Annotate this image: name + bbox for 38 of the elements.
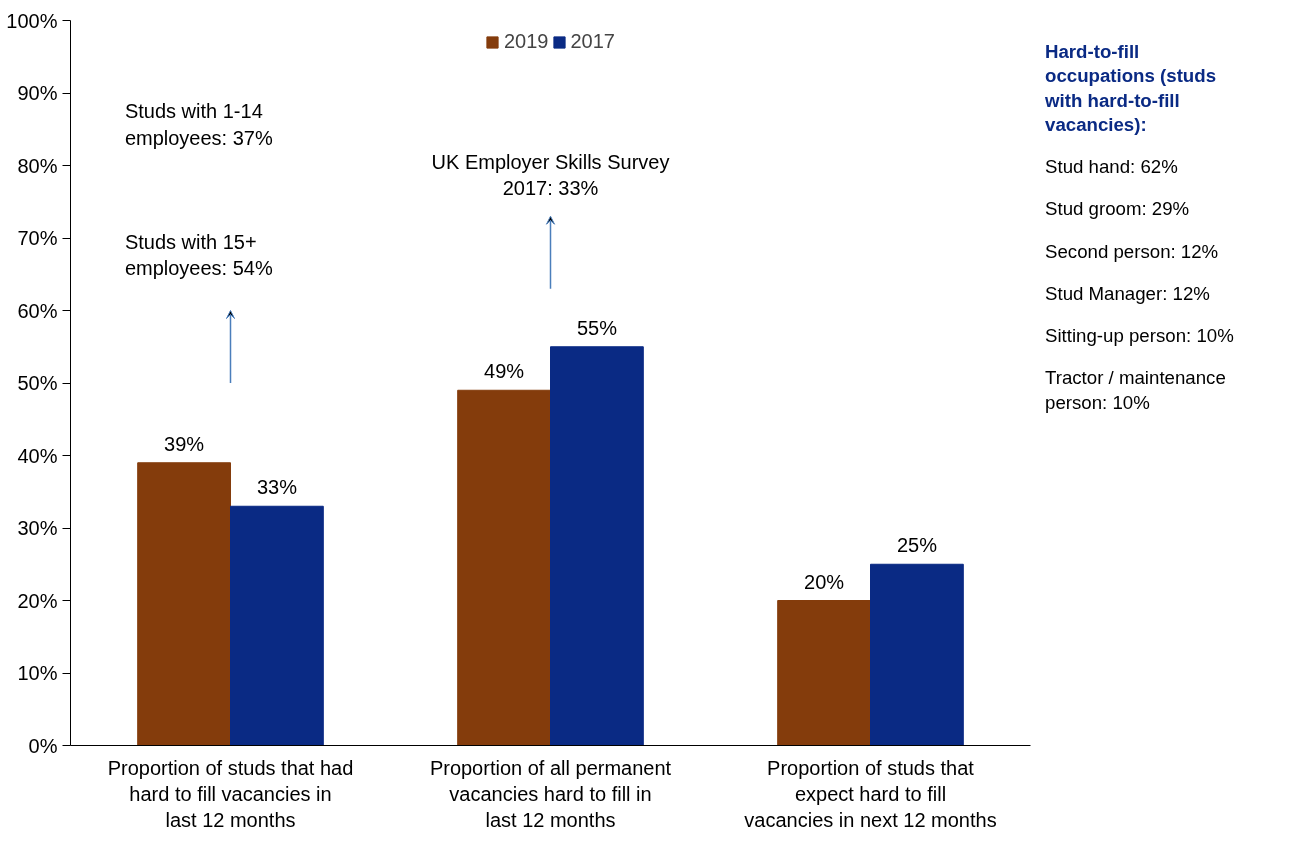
bar — [777, 600, 871, 746]
annotation: Studs with 1-14 employees: 37% — [124, 100, 273, 149]
text: Tractor / maintenance person: 10% — [1045, 366, 1227, 415]
legend-label: 2017 — [570, 30, 615, 53]
y-tick-label: 0% — [28, 734, 58, 757]
text: Second person: 12% — [1045, 239, 1220, 264]
y-tick-label: 50% — [17, 372, 58, 394]
text: Sitting-up person: 10% — [1045, 324, 1235, 349]
bar — [870, 563, 964, 746]
y-tick-label: 20% — [17, 589, 58, 612]
bar — [137, 462, 231, 746]
legend-label: 2019 — [504, 30, 549, 53]
y-tick-label: 70% — [17, 227, 58, 249]
x-tick-label: Proportion of studs that had hard to fill vacancies in last 12 months — [107, 756, 354, 832]
y-tick-label: 100% — [6, 9, 58, 32]
y-tick-label: 60% — [17, 299, 58, 322]
text: Hard-to-fill occupations (studs with hard-to-fill vacancies): — [1045, 40, 1218, 137]
data-label: 33% — [256, 476, 298, 499]
data-label: 49% — [484, 360, 525, 383]
annotation: UK Employer Skills Survey 2017: 33% — [431, 151, 670, 200]
y-tick-label: 40% — [17, 444, 58, 467]
bar — [457, 389, 551, 746]
bar — [550, 346, 644, 746]
bar — [230, 505, 324, 746]
y-tick-label: 90% — [17, 82, 58, 104]
text: Stud hand: 62% — [1045, 155, 1179, 180]
y-tick-label: 10% — [17, 662, 58, 684]
text: Stud Manager: 12% — [1045, 281, 1211, 306]
text: Stud groom: 29% — [1045, 197, 1191, 222]
data-label: 39% — [164, 432, 205, 455]
y-tick-label: 80% — [17, 154, 58, 177]
x-tick-label: Proportion of studs that expect hard to fill vacancies in next 12 months — [744, 756, 997, 832]
data-label: 20% — [804, 570, 845, 593]
annotation: Studs with 15+ employees: 54% — [124, 230, 273, 280]
x-tick-label: Proportion of all permanent vacancies hard to fill in last 12 months — [429, 756, 672, 832]
y-tick-label: 30% — [17, 517, 58, 539]
data-label: 55% — [576, 316, 618, 339]
data-label: 25% — [896, 534, 938, 557]
